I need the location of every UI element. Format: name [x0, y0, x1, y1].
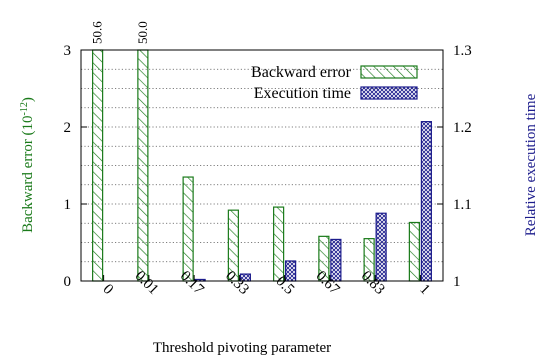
bar-backward-error — [182, 176, 194, 282]
y-left-tick-label: 2 — [64, 120, 72, 136]
y-right-tick-label: 1.2 — [453, 120, 472, 136]
x-tick-label: 0.01 — [131, 268, 161, 298]
y-right-tick-label: 1.3 — [453, 43, 472, 59]
y-left-tick-label: 0 — [64, 274, 72, 290]
bar-execution-time — [375, 212, 387, 282]
x-tick-label: 1 — [416, 281, 433, 298]
legend-swatch — [360, 65, 418, 79]
bar-backward-error — [137, 49, 149, 282]
x-tick-label: 0.17 — [177, 268, 207, 298]
legend-label: Execution time — [254, 85, 351, 102]
bar-execution-time — [420, 121, 432, 282]
legend: Backward error Execution time — [251, 64, 418, 102]
x-axis-label: Threshold pivoting parameter — [153, 340, 331, 356]
grid-lines — [81, 68, 443, 263]
bar-backward-error — [273, 206, 285, 282]
bar-value-label: 50.6 — [90, 21, 105, 44]
bar-backward-error — [92, 49, 104, 282]
bar-backward-error — [408, 221, 420, 282]
y-axis-left-label: Backward error (10-12) — [19, 97, 37, 233]
y-left-tick-label: 3 — [64, 43, 72, 59]
x-tick-label: 0 — [99, 281, 116, 298]
x-tick-label: 0.33 — [222, 268, 252, 298]
y-right-tick-label: 1 — [453, 274, 461, 290]
plot-frame — [80, 49, 444, 282]
y-left-tick-label: 1 — [64, 197, 72, 213]
y-right-tick-label: 1.1 — [453, 197, 472, 213]
bar-value-label: 50.0 — [135, 21, 150, 44]
legend-label: Backward error — [251, 64, 352, 81]
legend-swatch — [360, 86, 418, 100]
axis-ticks — [81, 49, 443, 282]
bar-execution-time — [330, 238, 342, 282]
y-axis-right-label: Relative execution time — [523, 93, 539, 236]
